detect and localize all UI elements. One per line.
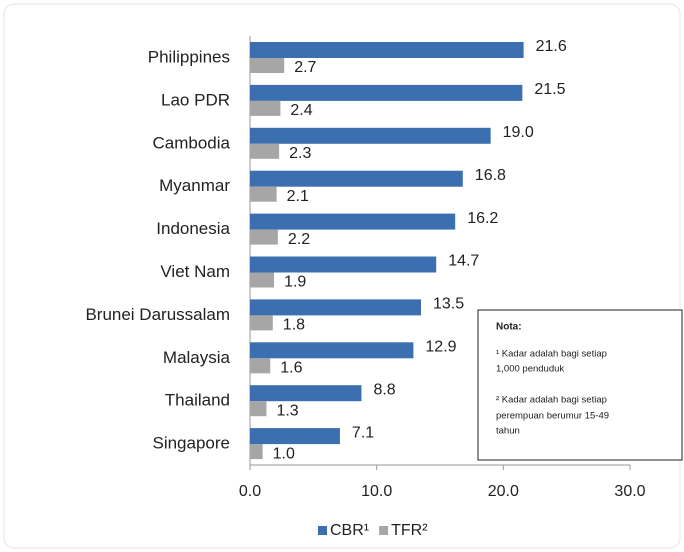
value-label: 16.2 <box>467 210 498 227</box>
note-text: ¹ Kadar adalah bagi setiap <box>496 349 607 360</box>
y-tick-label: Lao PDR <box>161 90 230 109</box>
note-text: Nota: <box>496 322 522 333</box>
x-tick-label: 30.0 <box>614 483 645 500</box>
y-tick-label: Viet Nam <box>160 262 230 281</box>
note-box <box>477 309 683 461</box>
bar <box>250 444 263 460</box>
legend-swatch <box>318 526 327 535</box>
legend-swatch <box>379 526 389 535</box>
y-tick-label: Philippines <box>148 47 230 66</box>
note-text: ² Kadar adalah bagi setiap <box>496 395 607 406</box>
value-label: 2.4 <box>290 102 312 119</box>
y-tick-label: Malaysia <box>163 348 231 367</box>
bar <box>250 186 277 202</box>
y-tick-label: Indonesia <box>156 219 230 238</box>
value-label: 19.0 <box>503 124 534 141</box>
value-label: 8.8 <box>373 381 395 398</box>
value-label: 1.8 <box>283 317 305 334</box>
bar <box>250 84 523 101</box>
bar <box>250 213 456 230</box>
value-label: 2.3 <box>289 145 311 162</box>
bar <box>250 256 437 273</box>
bar <box>250 42 524 58</box>
bar <box>250 58 285 73</box>
value-label: 1.6 <box>280 360 302 377</box>
bar <box>250 272 275 288</box>
bar <box>250 315 273 331</box>
y-tick-label: Cambodia <box>153 133 231 152</box>
bar <box>250 358 271 374</box>
note-text: 1,000 penduduk <box>496 364 564 375</box>
value-label: 13.5 <box>433 296 464 313</box>
value-label: 2.7 <box>294 59 316 76</box>
x-tick-label: 10.0 <box>361 483 392 500</box>
value-label: 21.5 <box>534 81 565 98</box>
legend-label: TFR² <box>391 522 428 539</box>
value-label: 1.0 <box>273 445 295 462</box>
value-label: 7.1 <box>352 424 374 441</box>
bar <box>250 401 267 417</box>
note-text: perempuan berumur 15-49 <box>496 411 609 422</box>
bar <box>250 229 278 245</box>
y-tick-label: Brunei Darussalam <box>85 305 230 324</box>
y-tick-label: Myanmar <box>159 176 230 195</box>
bar <box>250 100 281 116</box>
legend-label: CBR¹ <box>330 522 369 539</box>
bar <box>250 127 491 144</box>
value-label: 12.9 <box>425 339 456 356</box>
value-label: 21.6 <box>536 38 567 55</box>
value-label: 14.7 <box>448 253 479 270</box>
value-label: 2.1 <box>287 188 309 205</box>
bar <box>250 385 362 402</box>
value-label: 16.8 <box>475 167 506 184</box>
bar <box>250 428 340 445</box>
bar <box>250 342 414 359</box>
value-label: 2.2 <box>288 231 310 248</box>
note-text: tahun <box>496 426 520 437</box>
bar <box>250 143 280 159</box>
x-tick-label: 0.0 <box>239 483 261 500</box>
y-tick-label: Singapore <box>152 434 230 453</box>
value-label: 1.3 <box>276 402 298 419</box>
value-label: 1.9 <box>284 274 306 291</box>
x-tick-label: 20.0 <box>488 483 519 500</box>
bar <box>250 299 421 316</box>
y-tick-label: Thailand <box>165 391 230 410</box>
bar <box>250 170 463 187</box>
